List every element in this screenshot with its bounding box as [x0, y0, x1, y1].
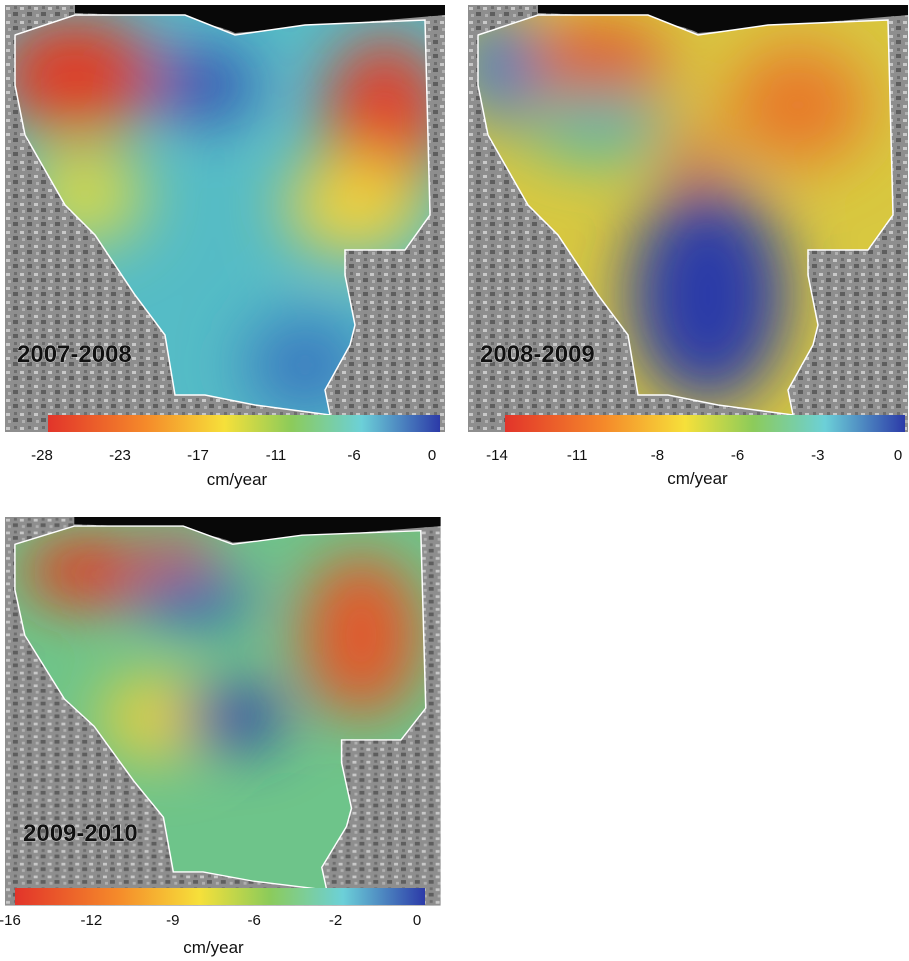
tick-label: -3 [811, 447, 824, 464]
unit-label: cm/year [183, 938, 244, 957]
tick-label: -2 [329, 912, 342, 929]
tick-label: -11 [266, 447, 287, 464]
tick-label: -17 [187, 447, 209, 464]
tick-label: 0 [894, 447, 902, 464]
maps: 2007-2008 2008-2009 [0, 0, 909, 961]
unit-label: cm/year [207, 470, 268, 489]
map-panel: 2007-2008 [0, 5, 445, 432]
colorbar [15, 888, 425, 905]
map-panel: 2008-2009 [458, 5, 908, 432]
tick-label: -12 [81, 912, 103, 929]
tick-label: -16 [0, 912, 21, 929]
panel-label: 2009-2010 [23, 820, 138, 847]
tick-label: -14 [486, 447, 508, 464]
colorbar [48, 415, 440, 432]
tick-label: -23 [109, 447, 131, 464]
tick-label: -8 [651, 447, 664, 464]
tick-label: -9 [166, 912, 179, 929]
tick-label: -6 [731, 447, 744, 464]
map-panel: 2009-2010 [5, 517, 441, 906]
tick-label: -28 [31, 447, 53, 464]
colorbar [505, 415, 905, 432]
tick-label: 0 [428, 447, 436, 464]
tick-label: -11 [567, 447, 588, 464]
panel-label: 2008-2009 [480, 341, 595, 368]
figure: 2007-2008 2008-2009 [0, 0, 909, 961]
tick-label: -6 [248, 912, 261, 929]
tick-label: -6 [347, 447, 360, 464]
unit-label: cm/year [667, 469, 728, 488]
tick-label: 0 [413, 912, 421, 929]
panel-label: 2007-2008 [17, 341, 132, 368]
